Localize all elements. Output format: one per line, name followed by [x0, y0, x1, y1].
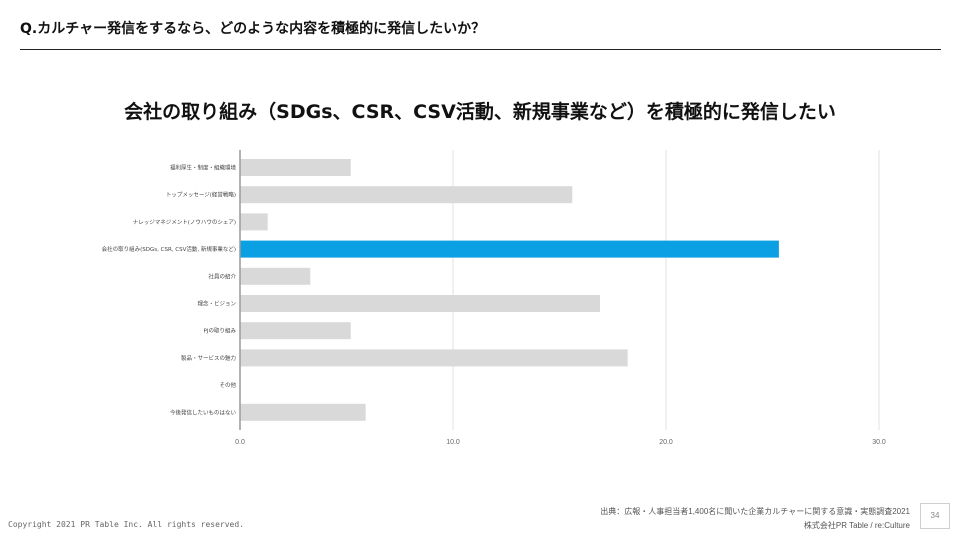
x-tick-label: 20.0	[659, 439, 673, 446]
category-label: 社員の紹介	[208, 272, 236, 280]
bar	[240, 322, 351, 339]
x-tick-label: 30.0	[872, 439, 886, 446]
category-label: PJの取り組み	[204, 327, 237, 335]
page-number: 34	[920, 503, 950, 529]
bar	[240, 268, 310, 285]
category-label: 理念・ビジョン	[197, 300, 236, 308]
category-label: 会社の取り組み(SDGs, CSR, CSV活動, 新規事業など)	[102, 245, 236, 253]
bar	[240, 295, 600, 312]
bar	[240, 241, 779, 258]
bar	[240, 349, 628, 366]
category-label: 製品・サービスの魅力	[181, 354, 236, 362]
x-tick-label: 0.0	[235, 439, 245, 446]
source-note: 出典：広報・人事担当者1,400名に聞いた企業カルチャーに関する意識・実態調査2…	[600, 505, 910, 533]
category-label: 福利厚生・制度・組織環境	[170, 164, 237, 172]
copyright: Copyright 2021 PR Table Inc. All rights …	[8, 520, 244, 529]
category-label: 今後発信したいものはない	[170, 408, 237, 416]
bar	[240, 404, 366, 421]
category-label: その他	[219, 381, 236, 389]
category-label: トップメッセージ(経営戦略)	[166, 191, 236, 199]
category-label: ナレッジマネジメント(ノウハウのシェア)	[133, 218, 236, 226]
bar	[240, 186, 572, 203]
x-tick-label: 10.0	[446, 439, 460, 446]
source-line-1: 出典：広報・人事担当者1,400名に聞いた企業カルチャーに関する意識・実態調査2…	[600, 505, 910, 519]
bar	[240, 213, 268, 230]
source-line-2: 株式会社PR Table / re:Culture	[600, 519, 910, 533]
bar	[240, 159, 351, 176]
